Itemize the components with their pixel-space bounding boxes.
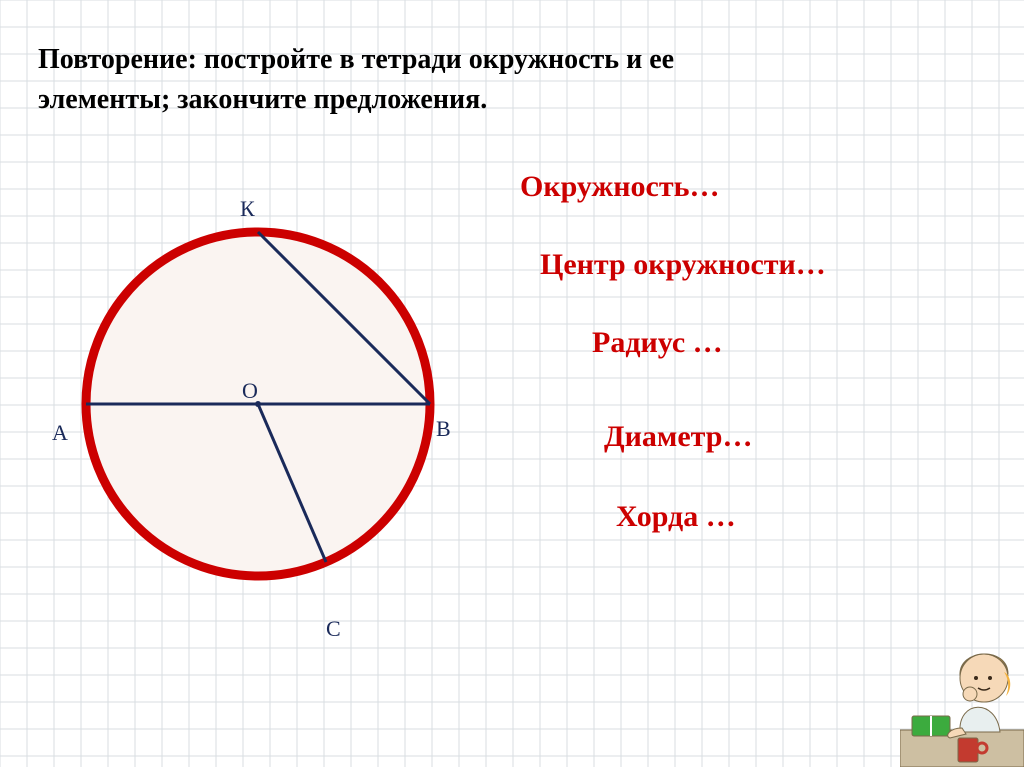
cartoon-student-icon (900, 620, 1024, 767)
label-B: В (436, 416, 451, 442)
term-okruzhnost: Окружность… (520, 170, 719, 204)
heading-line-2: элементы; закончите предложения. (38, 84, 487, 116)
term-radius: Радиус … (592, 326, 723, 360)
label-K: К (240, 196, 255, 222)
term-diametr: Диаметр… (604, 420, 752, 454)
term-centr: Центр окружности… (540, 248, 826, 282)
heading-line-1: Повторение: постройте в тетради окружнос… (38, 44, 674, 76)
label-O: О (242, 378, 258, 404)
label-A: А (52, 420, 68, 446)
term-horda: Хорда … (616, 500, 736, 534)
label-C: С (326, 616, 341, 642)
